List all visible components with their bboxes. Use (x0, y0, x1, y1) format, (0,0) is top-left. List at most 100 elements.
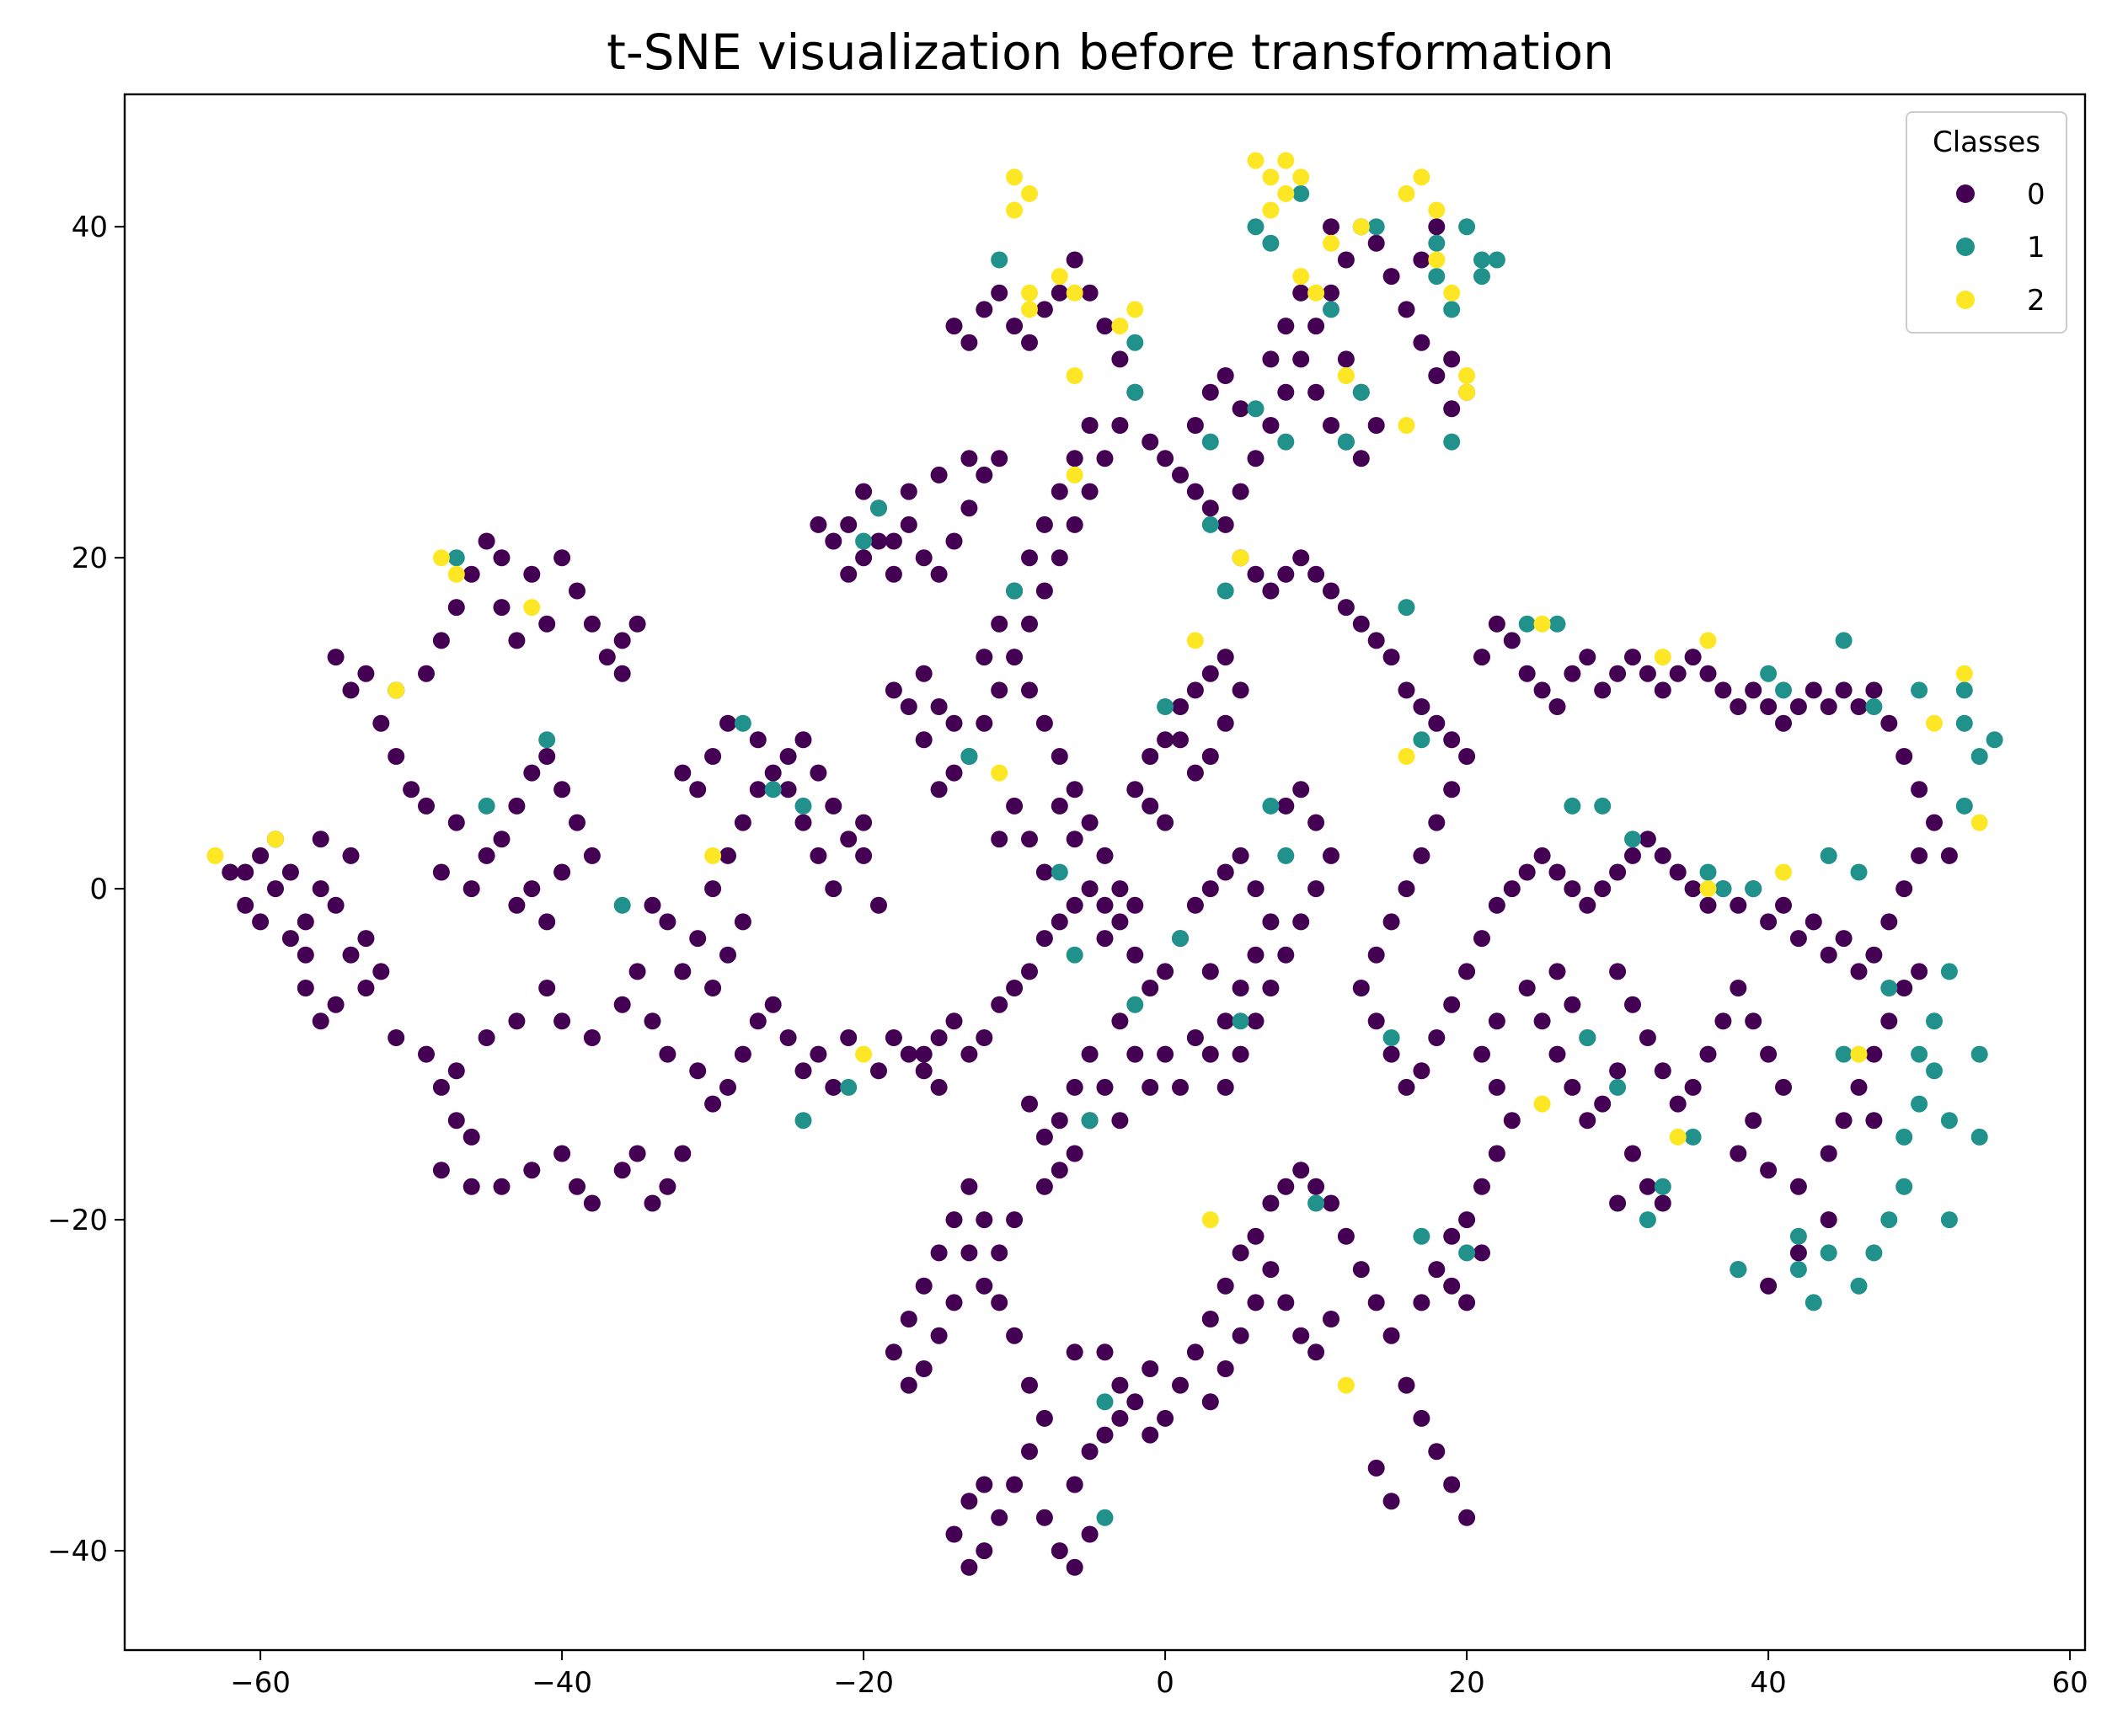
point-class-0 (1730, 1145, 1747, 1162)
point-class-0 (1443, 781, 1461, 799)
point-class-1 (1443, 433, 1461, 451)
point-class-0 (825, 880, 842, 898)
point-class-0 (749, 781, 767, 799)
point-class-0 (930, 466, 948, 483)
point-class-1 (1789, 1261, 1807, 1279)
point-class-0 (1292, 1327, 1310, 1344)
point-class-0 (900, 515, 917, 533)
point-class-0 (1518, 665, 1536, 682)
point-class-0 (1382, 1493, 1400, 1510)
point-class-0 (493, 831, 511, 848)
point-class-0 (1473, 930, 1490, 948)
point-class-1 (1880, 980, 1898, 996)
point-class-0 (930, 1244, 948, 1262)
point-class-0 (674, 963, 692, 980)
point-class-1 (1066, 946, 1083, 964)
point-class-0 (613, 632, 631, 649)
point-class-0 (297, 946, 314, 964)
point-class-1 (794, 797, 812, 815)
point-class-0 (1157, 731, 1174, 749)
point-class-0 (1307, 565, 1325, 583)
point-class-0 (372, 714, 390, 732)
point-class-0 (1201, 665, 1219, 682)
point-class-0 (1277, 946, 1295, 964)
point-class-0 (915, 1277, 933, 1295)
point-class-0 (1142, 1360, 1159, 1377)
point-class-0 (1533, 1012, 1551, 1030)
point-class-0 (1262, 350, 1280, 368)
point-class-1 (1413, 731, 1430, 749)
point-class-0 (1186, 764, 1204, 782)
point-class-0 (1654, 681, 1671, 699)
point-class-0 (281, 930, 299, 948)
point-class-0 (1382, 1327, 1400, 1344)
point-class-0 (1639, 665, 1656, 682)
point-class-0 (523, 880, 541, 898)
point-class-0 (1503, 880, 1521, 898)
point-class-0 (991, 1509, 1008, 1526)
point-class-0 (1232, 400, 1249, 418)
point-class-1 (1805, 1294, 1822, 1311)
point-class-0 (1745, 1112, 1762, 1130)
point-class-0 (1262, 582, 1280, 600)
point-class-0 (463, 880, 480, 898)
point-class-0 (1789, 1244, 1807, 1262)
point-class-0 (1367, 1459, 1385, 1477)
point-class-0 (1337, 1227, 1355, 1245)
point-class-1 (1760, 665, 1778, 682)
point-class-0 (960, 499, 978, 517)
point-class-0 (267, 880, 284, 898)
point-class-2 (1699, 632, 1717, 649)
point-class-0 (1865, 1112, 1883, 1130)
point-class-1 (1926, 1012, 1943, 1030)
point-class-0 (1398, 681, 1415, 699)
point-class-1 (1835, 632, 1853, 649)
point-class-1 (1970, 1045, 1988, 1063)
point-class-0 (976, 1277, 993, 1295)
point-class-0 (538, 980, 556, 996)
point-class-0 (1216, 1277, 1234, 1295)
point-class-0 (749, 731, 767, 749)
point-class-0 (976, 714, 993, 732)
point-class-0 (976, 1029, 993, 1046)
point-class-0 (342, 847, 360, 864)
point-class-0 (1142, 748, 1159, 765)
point-class-0 (628, 963, 646, 980)
point-class-0 (1895, 880, 1913, 898)
point-class-0 (327, 896, 345, 914)
point-class-2 (1775, 863, 1792, 881)
point-class-0 (372, 963, 390, 980)
point-class-0 (1111, 417, 1129, 434)
point-class-0 (1307, 318, 1325, 335)
point-class-0 (1911, 847, 1928, 864)
point-class-0 (1142, 797, 1159, 815)
point-class-1 (1789, 1227, 1807, 1245)
point-class-0 (1021, 963, 1038, 980)
point-class-0 (915, 1045, 933, 1063)
point-class-0 (1624, 996, 1641, 1013)
point-class-0 (991, 996, 1008, 1013)
point-class-0 (1066, 1145, 1083, 1162)
point-class-0 (1564, 1078, 1581, 1096)
point-class-0 (583, 1029, 601, 1046)
point-class-2 (1398, 748, 1415, 765)
point-class-0 (1564, 880, 1581, 898)
point-class-1 (1745, 880, 1762, 898)
point-class-1 (1865, 1244, 1883, 1262)
point-class-0 (930, 1029, 948, 1046)
point-class-0 (945, 532, 963, 550)
point-class-0 (1579, 649, 1596, 666)
point-class-0 (1413, 251, 1430, 269)
point-class-1 (1126, 383, 1144, 401)
point-class-0 (1669, 665, 1687, 682)
y-tick-label: −40 (47, 1535, 108, 1568)
point-class-0 (915, 1062, 933, 1080)
point-class-0 (1699, 896, 1717, 914)
point-class-0 (1820, 698, 1837, 715)
point-class-0 (855, 814, 873, 831)
point-class-0 (1820, 946, 1837, 964)
point-class-1 (1216, 582, 1234, 600)
point-class-0 (1865, 946, 1883, 964)
point-class-0 (1035, 863, 1053, 881)
point-class-0 (734, 814, 751, 831)
